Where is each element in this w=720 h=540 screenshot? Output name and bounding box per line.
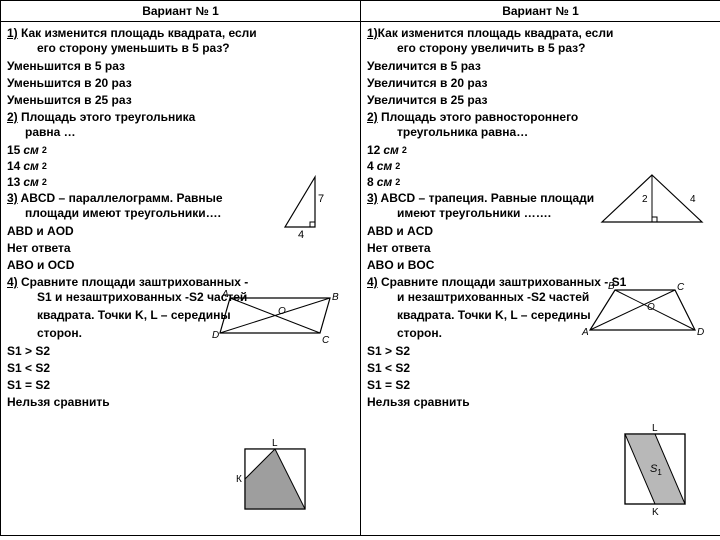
right-q2-line2: треугольника равна… — [367, 125, 714, 139]
col2-header: Вариант № 1 — [361, 1, 720, 22]
left-q3-a3: ABO и OCD — [7, 258, 354, 272]
left-q1-a2: Уменьшится в 20 раз — [7, 76, 354, 90]
left-q3-a2: Нет ответа — [7, 241, 354, 255]
left-q2-a2: 14 см2 — [7, 159, 354, 173]
right-q2-a1-val: 12 — [367, 143, 380, 157]
sup: 2 — [402, 145, 407, 155]
lbl-O: O — [647, 302, 655, 313]
right-column: 1)Как изменится площадь квадрата, если е… — [361, 22, 720, 536]
unit: см — [23, 175, 39, 189]
left-q2-a2-val: 14 — [7, 159, 20, 173]
left-q1-a3: Уменьшится в 25 раз — [7, 93, 354, 107]
unit: см — [23, 159, 39, 173]
right-q2-a2-val: 4 — [367, 159, 374, 173]
right-q1-a3: Увеличится в 25 раз — [367, 93, 714, 107]
tri-h: 2 — [642, 194, 648, 205]
left-q2-num: 2) — [7, 110, 18, 124]
lbl-D: D — [697, 327, 704, 338]
right-q3-text1: ABCD – трапеция. Равные площади — [378, 191, 595, 205]
right-q4-square: L K S1 — [610, 422, 705, 522]
left-q2-line2: равна … — [7, 125, 354, 139]
lbl-K: K — [652, 507, 659, 518]
left-q2-triangle: 7 4 — [260, 172, 330, 242]
unit: см — [377, 175, 393, 189]
unit: см — [377, 159, 393, 173]
lbl-B: B — [608, 281, 615, 292]
right-q2-triangle: 2 4 — [592, 167, 712, 237]
col2-header-text: Вариант № 1 — [502, 4, 579, 18]
left-q1-line2: его сторону уменьшить в 5 раз? — [7, 41, 354, 55]
lbl-C: C — [677, 282, 685, 293]
left-q1-a1: Уменьшится в 5 раз — [7, 59, 354, 73]
left-column: 1) Как изменится площадь квадрата, если … — [1, 22, 361, 536]
right-q3-a2: Нет ответа — [367, 241, 714, 255]
right-q2-a3-val: 8 — [367, 175, 374, 189]
lbl-A: A — [581, 327, 589, 338]
lbl-L: L — [272, 438, 278, 449]
unit: см — [383, 143, 399, 157]
right-q3-trapezoid: B C A D O — [580, 280, 710, 345]
lbl-O: O — [278, 306, 286, 317]
sup: 2 — [395, 177, 400, 187]
lbl-L: L — [652, 423, 658, 434]
sup: 2 — [42, 177, 47, 187]
tri-label-4: 4 — [298, 229, 304, 241]
left-q4-line1: 4) Сравните площади заштрихованных - — [7, 275, 354, 289]
left-q4-a3: S1 = S2 — [7, 378, 354, 392]
left-q1-num: 1) — [7, 26, 18, 40]
left-q3-text1: ABCD – параллелограмм. Равные — [18, 191, 223, 205]
right-q4-a3: S1 = S2 — [367, 378, 714, 392]
sup: 2 — [42, 145, 47, 155]
left-q2-text1: Площадь этого треугольника — [18, 110, 196, 124]
sup: 2 — [395, 161, 400, 171]
lbl-A: A — [221, 289, 229, 300]
left-q4-square: К L — [230, 437, 320, 527]
col1-header: Вариант № 1 — [1, 1, 361, 22]
col1-header-text: Вариант № 1 — [142, 4, 219, 18]
lbl-B: B — [332, 292, 339, 303]
lbl-C: C — [322, 335, 330, 346]
left-q3-parallelogram: A B C D O — [210, 288, 350, 348]
lbl-D: D — [212, 330, 219, 341]
right-q1-line1: 1)Как изменится площадь квадрата, если — [367, 26, 714, 40]
right-q2-a1: 12 см2 — [367, 143, 714, 157]
left-q1-line1: 1) Как изменится площадь квадрата, если — [7, 26, 354, 40]
tri-label-7: 7 — [318, 193, 324, 205]
left-q3-num: 3) — [7, 191, 18, 205]
left-q2-a3-val: 13 — [7, 175, 20, 189]
right-q3-num: 3) — [367, 191, 378, 205]
right-q4-a2: S1 < S2 — [367, 361, 714, 375]
right-q1-a1: Увеличится в 5 раз — [367, 59, 714, 73]
right-q4-num: 4) — [367, 275, 378, 289]
left-q2-line1: 2) Площадь этого треугольника — [7, 110, 354, 124]
left-q4-num: 4) — [7, 275, 18, 289]
right-q1-line2: его сторону увеличить в 5 раз? — [367, 41, 714, 55]
right-q2-text1: Площадь этого равностороннего — [378, 110, 579, 124]
left-q4-a2: S1 < S2 — [7, 361, 354, 375]
right-q4-a4: Нельзя сравнить — [367, 395, 714, 409]
left-q4-text1: Сравните площади заштрихованных - — [18, 275, 249, 289]
lbl-K: К — [236, 474, 242, 485]
right-q1-a2: Увеличится в 20 раз — [367, 76, 714, 90]
right-q4-a1: S1 > S2 — [367, 344, 714, 358]
left-q1-text1: Как изменится площадь квадрата, если — [18, 26, 257, 40]
left-q4-a4: Нельзя сравнить — [7, 395, 354, 409]
right-q3-a3: ABO и BOC — [367, 258, 714, 272]
left-q2-a1: 15 см2 — [7, 143, 354, 157]
sup: 2 — [42, 161, 47, 171]
tri-b: 4 — [690, 194, 696, 205]
left-q2-a1-val: 15 — [7, 143, 20, 157]
right-q2-num: 2) — [367, 110, 378, 124]
worksheet-table: Вариант № 1 Вариант № 1 1) Как изменится… — [0, 0, 720, 536]
right-q2-line1: 2) Площадь этого равностороннего — [367, 110, 714, 124]
unit: см — [23, 143, 39, 157]
right-q1-text1: Как изменится площадь квадрата, если — [378, 26, 614, 40]
right-q1-num: 1) — [367, 26, 378, 40]
